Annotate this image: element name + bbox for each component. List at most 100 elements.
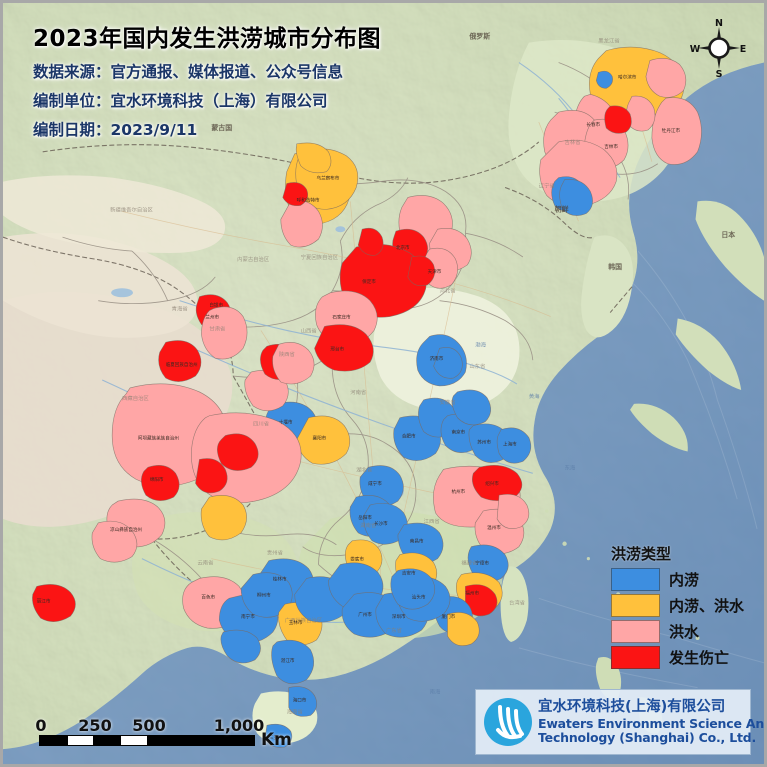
legend-swatch-casualties — [611, 646, 660, 669]
svg-text:青海省: 青海省 — [172, 305, 189, 313]
svg-text:临夏回族自治州: 临夏回族自治州 — [166, 361, 198, 368]
svg-text:渤海: 渤海 — [475, 340, 486, 348]
svg-text:贵州省: 贵州省 — [267, 549, 284, 557]
scale-bar-track — [39, 735, 255, 746]
svg-text:保定市: 保定市 — [362, 278, 376, 285]
compass-west-label: W — [690, 44, 701, 55]
svg-text:哈尔滨市: 哈尔滨市 — [618, 73, 637, 80]
svg-text:长春市: 长春市 — [586, 121, 600, 128]
legend-label-hongshui: 洪水 — [669, 623, 700, 641]
svg-text:深圳市: 深圳市 — [392, 613, 406, 620]
svg-text:凉山彝族自治州: 凉山彝族自治州 — [110, 526, 142, 533]
svg-text:辽宁省: 辽宁省 — [539, 182, 556, 190]
svg-text:广西壮族自治区: 广西壮族自治区 — [285, 616, 323, 624]
company-name-en2: Technology (Shanghai) Co., Ltd. — [538, 729, 757, 745]
legend-swatch-neilao — [611, 568, 660, 591]
water-drop-logo-icon — [482, 696, 534, 748]
legend-item-neilao-hongshui: 内涝、洪水 — [611, 594, 744, 617]
company-name-cn: 宜水环境科技(上海)有限公司 — [538, 699, 726, 716]
svg-text:岳阳市: 岳阳市 — [358, 514, 372, 521]
legend-title: 洪涝类型 — [611, 545, 672, 563]
scale-tick-250: 250 — [78, 716, 112, 735]
svg-text:河北省: 河北省 — [440, 287, 457, 295]
svg-text:吉安市: 吉安市 — [402, 569, 416, 576]
scale-tick-0: 0 — [35, 716, 47, 735]
svg-text:湛江市: 湛江市 — [281, 657, 295, 664]
svg-text:海口市: 海口市 — [293, 696, 307, 703]
svg-text:安徽省: 安徽省 — [440, 398, 457, 406]
svg-text:十堰市: 十堰市 — [279, 419, 293, 426]
svg-text:牡丹江市: 牡丹江市 — [662, 127, 681, 134]
title-block: 2023年国内发生洪涝城市分布图 数据来源：官方通报、媒体报道、公众号信息 编制… — [33, 19, 381, 140]
svg-text:百色市: 百色市 — [201, 593, 215, 600]
svg-text:朝鲜: 朝鲜 — [555, 204, 569, 213]
svg-text:白银市: 白银市 — [209, 302, 223, 309]
svg-text:山东省: 山东省 — [469, 362, 486, 370]
svg-text:西藏自治区: 西藏自治区 — [122, 394, 149, 402]
svg-text:吉林市: 吉林市 — [604, 143, 618, 150]
svg-text:上海市: 上海市 — [503, 441, 517, 448]
svg-text:玉林市: 玉林市 — [289, 619, 303, 626]
svg-text:娄底市: 娄底市 — [350, 556, 364, 563]
svg-text:丽江市: 丽江市 — [37, 597, 51, 604]
data-source-line: 数据来源：官方通报、媒体报道、公众号信息 — [33, 63, 344, 81]
north-arrow: N S E W — [690, 17, 748, 80]
svg-text:三亚市: 三亚市 — [269, 734, 283, 741]
scale-bar-labels: 0 250 500 1,000 — [35, 715, 264, 735]
base-map: 蒙古国 俄罗斯 韩国 朝鲜 日本 渤海 黄海 东海 南海 新疆维吾尔自治区 西藏… — [3, 3, 764, 764]
scale-bar-unit: Km — [261, 730, 292, 750]
svg-text:日本: 日本 — [721, 230, 735, 239]
scale-tick-500: 500 — [132, 716, 166, 735]
svg-text:绵阳市: 绵阳市 — [150, 476, 164, 483]
svg-text:乌兰察布市: 乌兰察布市 — [317, 175, 340, 182]
company-name-block: 宜水环境科技(上海)有限公司 Ewaters Environment Scien… — [538, 699, 767, 745]
svg-text:黑龙江省: 黑龙江省 — [598, 37, 620, 45]
svg-text:云南省: 云南省 — [197, 559, 214, 567]
svg-text:韩国: 韩国 — [608, 262, 622, 271]
svg-text:呼和浩特市: 呼和浩特市 — [297, 196, 320, 203]
legend-item-hongshui: 洪水 — [611, 620, 744, 643]
svg-text:四川省: 四川省 — [253, 420, 270, 428]
svg-text:杭州市: 杭州市 — [451, 488, 465, 495]
svg-text:汕头市: 汕头市 — [412, 593, 426, 600]
page-title: 2023年国内发生洪涝城市分布图 — [33, 26, 382, 52]
legend-label-neilao: 内涝 — [669, 571, 700, 589]
compass-south-label: S — [716, 69, 723, 79]
svg-text:苏州市: 苏州市 — [477, 439, 491, 446]
svg-text:合肥市: 合肥市 — [402, 433, 416, 440]
svg-text:俄罗斯: 俄罗斯 — [468, 32, 490, 41]
scale-bar: 0 250 500 1,000 Km — [35, 715, 291, 750]
svg-text:甘肃省: 甘肃省 — [209, 324, 226, 332]
producer-line: 编制单位：宜水环境科技（上海）有限公司 — [33, 92, 328, 110]
svg-text:温州市: 温州市 — [487, 524, 501, 531]
compass-north-label: N — [715, 18, 723, 29]
company-name-en1: Ewaters Environment Science And — [538, 715, 767, 731]
svg-text:福建省: 福建省 — [461, 559, 478, 567]
svg-text:石家庄市: 石家庄市 — [332, 314, 351, 321]
svg-text:南海: 南海 — [430, 688, 441, 696]
legend-item-neilao: 内涝 — [611, 568, 744, 591]
svg-text:蒙古国: 蒙古国 — [211, 123, 232, 132]
svg-text:内蒙古自治区: 内蒙古自治区 — [237, 255, 270, 263]
svg-text:北京市: 北京市 — [396, 244, 410, 251]
svg-text:厦门市: 厦门市 — [442, 613, 456, 620]
svg-text:江西省: 江西省 — [424, 517, 441, 525]
production-date-line: 编制日期：2023/9/11 — [33, 121, 198, 139]
legend-label-neilao-hongshui: 内涝、洪水 — [669, 597, 745, 615]
svg-text:南宁市: 南宁市 — [241, 613, 255, 620]
svg-text:陕西省: 陕西省 — [279, 350, 296, 358]
svg-text:襄阳市: 襄阳市 — [313, 435, 327, 442]
svg-text:新疆维吾尔自治区: 新疆维吾尔自治区 — [110, 205, 153, 213]
svg-text:桂林市: 桂林市 — [273, 575, 287, 582]
svg-text:绍兴市: 绍兴市 — [485, 480, 499, 487]
compass-east-label: E — [740, 44, 747, 55]
svg-text:南昌市: 南昌市 — [410, 538, 424, 545]
svg-text:广州市: 广州市 — [358, 611, 372, 618]
svg-text:湖南省: 湖南省 — [360, 521, 377, 529]
company-logo-block: 宜水环境科技(上海)有限公司 Ewaters Environment Scien… — [475, 689, 764, 755]
legend-item-casualties: 发生伤亡 — [611, 646, 744, 669]
svg-text:台湾省: 台湾省 — [509, 598, 526, 606]
legend-swatch-neilao-hongshui — [611, 594, 660, 617]
svg-text:长沙市: 长沙市 — [374, 520, 388, 527]
